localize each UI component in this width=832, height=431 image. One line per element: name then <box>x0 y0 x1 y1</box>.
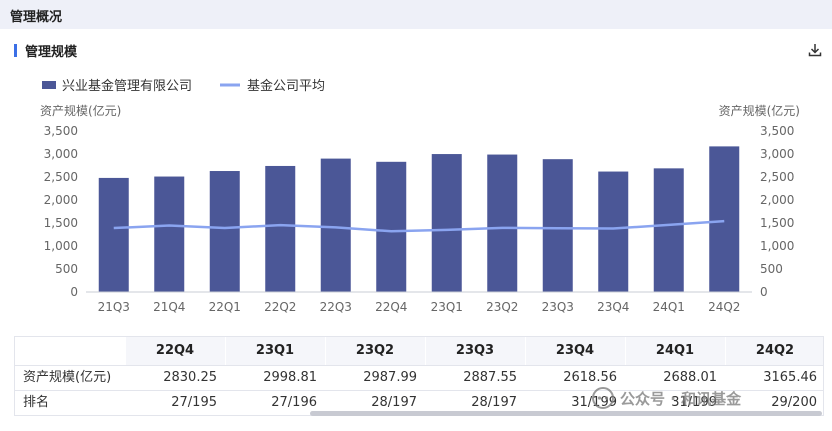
legend-label-line: 基金公司平均 <box>247 78 325 94</box>
y-tick-label-right: 3,500 <box>760 124 794 138</box>
y-tick-label-right: 2,500 <box>760 170 794 184</box>
table-row: 排名 27/195 27/196 28/197 28/197 31/199 31/199 29… <box>15 391 823 415</box>
row-label: 资产规模(亿元) <box>23 370 112 385</box>
y-tick-label-left: 1,500 <box>44 216 78 230</box>
table-cell: 28/197 <box>471 395 517 410</box>
x-tick-label: 24Q1 <box>653 300 685 314</box>
column-divider <box>225 337 226 365</box>
table-cell: 2830.25 <box>163 370 217 385</box>
column-divider <box>525 337 526 365</box>
y-tick-label-left: 0 <box>70 285 78 299</box>
table-cell: 2987.99 <box>363 370 417 385</box>
bar-21Q4 <box>154 176 185 292</box>
bar-22Q2 <box>265 165 296 292</box>
table-column-header: 24Q2 <box>725 337 823 365</box>
x-tick-label: 22Q3 <box>320 300 352 314</box>
y-axis-label-left: 资产规模(亿元) <box>40 103 121 118</box>
y-axis-left: 0 500 1,000 1,500 2,000 2,500 3,000 3,500 <box>44 124 78 299</box>
table-column-header: 23Q4 <box>525 337 625 365</box>
table-scrollbar[interactable] <box>310 411 822 416</box>
bar-23Q3 <box>542 159 573 292</box>
line-path <box>113 219 725 233</box>
column-divider <box>325 337 326 365</box>
table-column-header: 23Q3 <box>425 337 525 365</box>
legend-swatch-bar <box>42 81 56 89</box>
x-tick-label: 22Q2 <box>264 300 296 314</box>
y-tick-label-left: 500 <box>55 262 78 276</box>
y-tick-label-left: 1,000 <box>44 239 78 253</box>
data-table: 22Q4 23Q1 23Q2 23Q3 23Q4 24Q1 24Q2 资产规模(亿元) 2830… <box>14 336 824 416</box>
table-column-header: 24Q1 <box>625 337 725 365</box>
x-tick-label: 24Q2 <box>708 300 740 314</box>
section-accent-bar <box>14 43 17 57</box>
line-series <box>113 219 725 233</box>
table-cell: 2887.55 <box>463 370 517 385</box>
watermark-text: 公众号 · 和讯基金 <box>620 389 742 408</box>
table-cell: 31/199 <box>671 395 717 410</box>
column-divider <box>625 337 626 365</box>
top-bar: 管理概况 <box>0 0 832 29</box>
table-cell: 27/195 <box>171 395 217 410</box>
y-tick-label-right: 1,000 <box>760 239 794 253</box>
column-divider <box>425 337 426 365</box>
column-divider <box>725 337 726 365</box>
bar-23Q2 <box>487 154 518 292</box>
x-tick-label: 21Q3 <box>98 300 130 314</box>
table-cell: 28/197 <box>371 395 417 410</box>
x-axis: 21Q3 21Q4 22Q1 22Q2 22Q3 22Q4 23Q1 23Q2 23Q3 23Q4… <box>86 291 752 314</box>
table-cell: 2618.56 <box>563 370 617 385</box>
row-divider <box>15 390 823 391</box>
x-tick-label: 23Q2 <box>486 300 518 314</box>
bar-series <box>98 146 740 292</box>
bar-23Q1 <box>431 154 462 292</box>
table-cell: 3165.46 <box>763 370 817 385</box>
bar-22Q3 <box>320 158 351 292</box>
table-column-header: 22Q4 <box>125 337 225 365</box>
y-tick-label-right: 2,000 <box>760 193 794 207</box>
y-tick-label-left: 2,000 <box>44 193 78 207</box>
x-tick-label: 21Q4 <box>153 300 185 314</box>
y-tick-label-left: 3,500 <box>44 124 78 138</box>
y-tick-label-left: 2,500 <box>44 170 78 184</box>
table-cell: 2688.01 <box>663 370 717 385</box>
y-tick-label-right: 1,500 <box>760 216 794 230</box>
column-divider <box>125 337 126 365</box>
y-tick-label-right: 500 <box>760 262 783 276</box>
x-tick-label: 22Q4 <box>375 300 407 314</box>
table-cell: 29/200 <box>771 395 817 410</box>
bar-24Q1 <box>653 168 684 292</box>
x-tick-label: 22Q1 <box>209 300 241 314</box>
header-divider <box>15 365 823 366</box>
bar-22Q4 <box>376 161 407 292</box>
chart-legend: 兴业基金管理有限公司 基金公司平均 <box>42 78 325 94</box>
bar-23Q4 <box>598 171 629 292</box>
y-axis-label-right: 资产规模(亿元) <box>719 103 800 118</box>
y-axis-right: 0 500 1,000 1,500 2,000 2,500 3,000 3,500 <box>760 124 794 299</box>
table-column-header: 23Q1 <box>225 337 325 365</box>
y-tick-label-right: 3,000 <box>760 147 794 161</box>
watermark: 公众号 · 和讯基金 <box>592 385 741 411</box>
x-tick-label: 23Q3 <box>542 300 574 314</box>
wechat-icon <box>592 387 614 409</box>
row-label: 排名 <box>23 395 50 410</box>
bar-21Q3 <box>98 177 129 292</box>
x-tick-label: 23Q1 <box>431 300 463 314</box>
management-scale-chart: 兴业基金管理有限公司 基金公司平均 资产规模(亿元) 资产规模(亿元) 0 500 1… <box>40 78 800 314</box>
table-cell: 27/196 <box>271 395 317 410</box>
y-tick-label-left: 3,000 <box>44 147 78 161</box>
section-title: 管理规模 <box>25 44 78 60</box>
section-header: 管理规模 <box>14 42 78 60</box>
x-tick-label: 23Q4 <box>597 300 629 314</box>
download-icon[interactable] <box>807 42 823 58</box>
y-tick-label-right: 0 <box>760 285 768 299</box>
page-title: 管理概况 <box>10 10 63 25</box>
table-column-header: 23Q2 <box>325 337 425 365</box>
bar-22Q1 <box>209 171 240 292</box>
bar-24Q2 <box>709 146 740 292</box>
legend-label-bar: 兴业基金管理有限公司 <box>62 78 192 94</box>
table-row: 资产规模(亿元) 2830.25 2998.81 2987.99 2887.55 2618… <box>15 366 823 390</box>
table-cell: 2998.81 <box>263 370 317 385</box>
